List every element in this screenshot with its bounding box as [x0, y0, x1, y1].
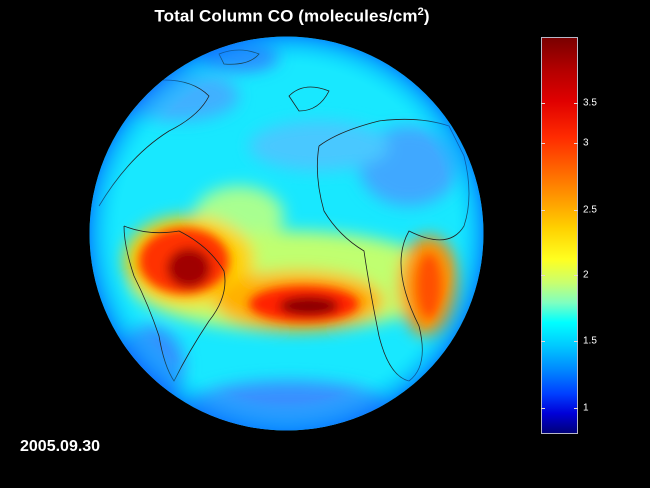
colorbar — [541, 37, 578, 434]
colorbar-tick-right — [574, 143, 578, 144]
colorbar-tick-left — [541, 143, 545, 144]
colorbar-tick-left — [541, 408, 545, 409]
colorbar-tick-right — [574, 408, 578, 409]
colorbar-label: 1.5 — [583, 335, 597, 347]
title-suffix: ) — [423, 6, 430, 26]
colorbar-tick-right — [574, 275, 578, 276]
colorbar-tick-right — [574, 103, 578, 104]
globe-map — [89, 36, 484, 431]
title-superscript: 2 — [417, 6, 424, 18]
date-label: 2005.09.30 — [20, 438, 101, 455]
colorbar-tick-left — [541, 275, 545, 276]
map-title: Total Column CO (molecules/cm2) — [0, 6, 584, 27]
colorbar-tick-right — [574, 341, 578, 342]
colorbar-tick-left — [541, 103, 545, 104]
colorbar-tick-left — [541, 341, 545, 342]
colorbar-label: 1 — [583, 402, 589, 414]
colorbar-tick-right — [574, 210, 578, 211]
colorbar-label: 2 — [583, 269, 589, 281]
colorbar-tick-left — [541, 210, 545, 211]
colorbar-label: 3 — [583, 137, 589, 149]
colorbar-label: 3.5 — [583, 97, 597, 109]
colorbar-label: 2.5 — [583, 204, 597, 216]
title-text: Total Column CO (molecules/cm — [154, 6, 418, 26]
